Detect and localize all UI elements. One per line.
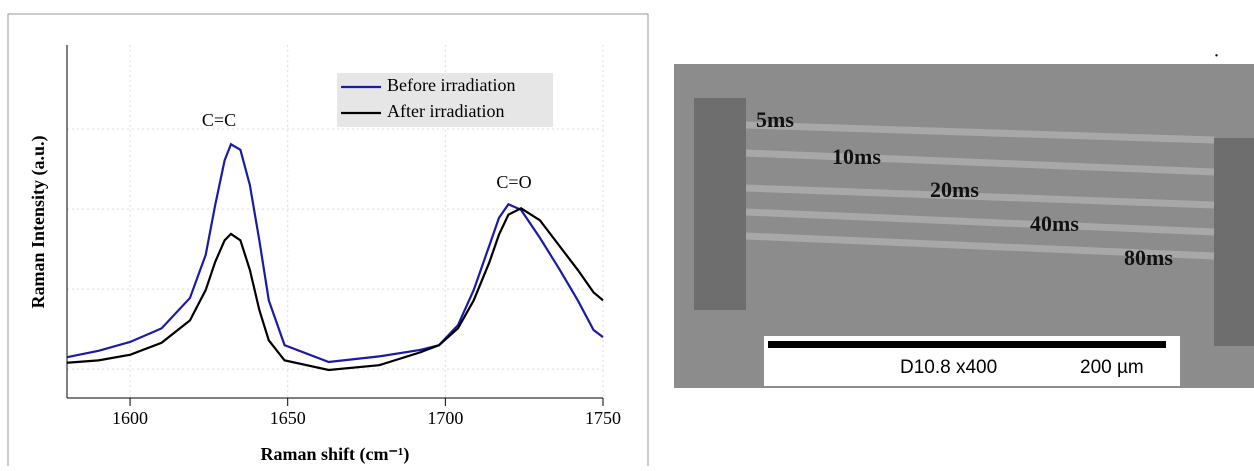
mark: . <box>1214 40 1219 62</box>
beam-label: 5ms <box>756 107 794 132</box>
y-axis-label: Raman Intensity (a.u.) <box>28 135 49 308</box>
beams <box>745 121 1215 260</box>
legend-box <box>337 73 553 127</box>
x-tick-label: 1750 <box>585 408 621 428</box>
pad-left <box>694 98 746 310</box>
x-tick-label: 1650 <box>270 408 306 428</box>
peak-annotation: C=O <box>496 172 531 192</box>
beam-label: 80ms <box>1124 245 1173 270</box>
pad-right <box>1214 138 1254 346</box>
scale-bar <box>768 341 1166 348</box>
x-axis-label: Raman shift (cm⁻¹) <box>261 444 410 465</box>
beam-label: 20ms <box>930 177 979 202</box>
scale-length: 200 µm <box>1080 357 1144 378</box>
beam-label: 10ms <box>832 144 881 169</box>
beam-label: 40ms <box>1030 211 1079 236</box>
peak-annotation: C=C <box>202 110 236 130</box>
line-series <box>66 142 604 364</box>
image-background <box>674 64 1254 388</box>
x-tick-label: 1600 <box>112 408 148 428</box>
sem-image: 5ms 10ms 20ms 40ms 80ms D10.8 x400 200 µ… <box>674 64 1254 388</box>
scale-info: D10.8 x400 <box>900 357 997 378</box>
legend-label: After irradiation <box>387 101 504 121</box>
x-tick-label: 1700 <box>427 408 463 428</box>
line-series <box>66 207 604 372</box>
legend-label: Before irradiation <box>387 75 515 95</box>
